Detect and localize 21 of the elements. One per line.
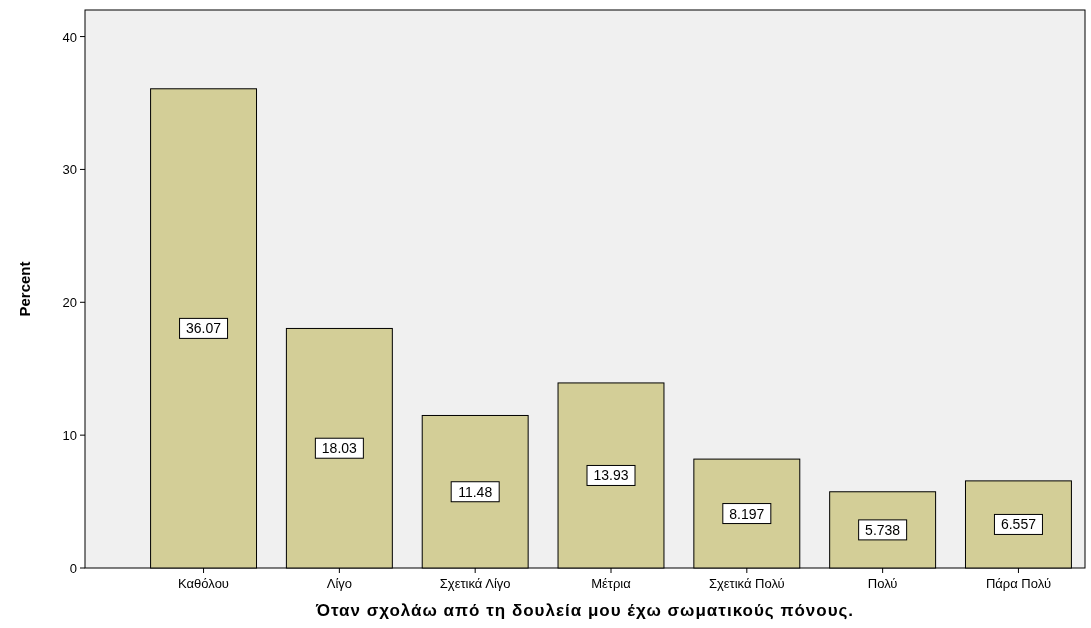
y-tick-label: 10: [62, 428, 77, 444]
y-tick-label: 40: [62, 29, 77, 45]
data-label: 11.48: [458, 483, 493, 500]
x-axis-title: Όταν σχολάω από τη δουλεία μου έχω σωματικούς πόνους.: [314, 601, 855, 620]
y-tick-label: 0: [69, 561, 77, 576]
data-label: 13.93: [593, 467, 629, 484]
y-axis-title: Percent: [16, 261, 33, 317]
x-tick-label: Πάρα Πολύ: [985, 576, 1051, 591]
x-tick-label: Πολύ: [867, 576, 898, 591]
x-tick-label: Μέτρια: [591, 576, 632, 591]
x-tick-label: Λίγο: [326, 576, 353, 591]
y-tick-label: 20: [62, 295, 77, 311]
y-tick-label: 30: [62, 162, 77, 178]
data-label: 5.738: [865, 521, 901, 538]
data-label: 18.03: [321, 440, 358, 457]
data-label: 6.557: [1000, 516, 1037, 533]
data-label: 36.07: [186, 320, 222, 337]
x-tick-label: Σχετικά Πολύ: [708, 576, 785, 591]
data-label: 8.197: [729, 505, 765, 522]
x-tick-label: Καθόλου: [178, 576, 229, 591]
x-tick-label: Σχετικά Λίγο: [439, 576, 511, 591]
